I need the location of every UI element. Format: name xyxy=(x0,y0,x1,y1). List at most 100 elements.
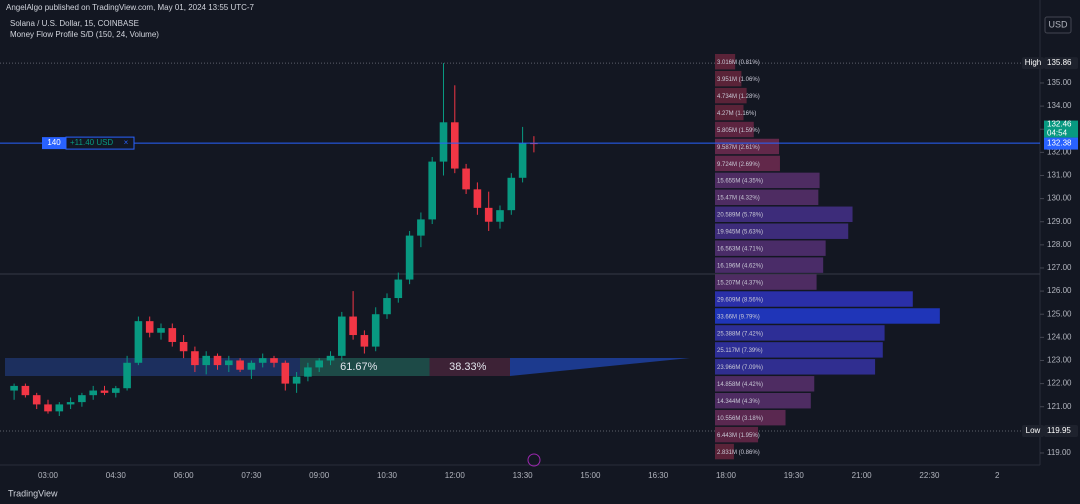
candle-body xyxy=(451,122,459,169)
candle-body xyxy=(100,390,109,393)
candle-body xyxy=(21,385,30,396)
position-qty-box xyxy=(42,137,66,150)
symbol: Solana / U.S. Dollar, 15, COINBASE xyxy=(10,19,139,28)
candle-body xyxy=(484,207,493,222)
x-tick-label: 03:00 xyxy=(38,471,59,480)
profile-label: 23.966M (7.09%) xyxy=(717,365,763,371)
x-tick-label: 21:00 xyxy=(852,471,873,480)
profile-label: 16.563M (4.71%) xyxy=(717,247,763,253)
candle-body xyxy=(496,210,504,222)
candle-body xyxy=(44,404,52,412)
candle-body xyxy=(112,388,120,393)
candle-body xyxy=(507,177,516,211)
profile-bar xyxy=(715,376,815,392)
profile-label: 33.66M (9.79%) xyxy=(717,314,760,320)
profile-label: 29.609M (8.56%) xyxy=(717,297,763,303)
profile-bar xyxy=(715,257,824,273)
x-tick-label: 12:00 xyxy=(445,471,466,480)
candle-body xyxy=(326,355,335,361)
profile-label: 2.831M (0.86%) xyxy=(717,450,760,456)
candle-body xyxy=(10,385,18,391)
candle-body xyxy=(213,355,222,366)
profile-label: 4.27M (1.16%) xyxy=(717,111,756,117)
y-tick-label: 122.00 xyxy=(1047,379,1072,388)
x-tick-label: 13:30 xyxy=(513,471,534,480)
candle-body xyxy=(225,360,233,366)
x-tick-label: 10:30 xyxy=(377,471,398,480)
sell-label: 38.33% xyxy=(449,361,487,373)
candle-body xyxy=(383,298,391,315)
marker-value: 135.86 xyxy=(1047,58,1072,67)
candle-body xyxy=(32,395,41,405)
y-tick-label: 127.00 xyxy=(1047,263,1072,272)
y-tick-label: 121.00 xyxy=(1047,402,1072,411)
y-tick-label: 124.00 xyxy=(1047,332,1072,341)
profile-label: 9.724M (2.69%) xyxy=(717,162,760,168)
profile-bar xyxy=(715,206,853,222)
profile-bar xyxy=(715,189,819,206)
candle-body xyxy=(258,358,267,363)
x-tick-label: 16:30 xyxy=(648,471,669,480)
profile-bar xyxy=(715,172,820,189)
event-icon[interactable] xyxy=(527,453,541,467)
profile-bar xyxy=(715,359,876,375)
candle-body xyxy=(179,341,188,352)
profile-bar xyxy=(715,443,734,460)
brand[interactable]: TradingView xyxy=(8,488,58,498)
marker-tag-box xyxy=(1022,425,1044,438)
candle-body xyxy=(270,358,278,363)
buy-label: 61.67% xyxy=(340,361,378,373)
candle-body xyxy=(462,168,470,190)
profile-bar xyxy=(715,342,883,358)
candle-body xyxy=(66,402,75,405)
candle-body xyxy=(55,404,64,412)
profile-bar xyxy=(715,393,811,409)
candle-body xyxy=(134,321,143,363)
x-tick-label: 19:30 xyxy=(784,471,805,480)
profile-bar xyxy=(715,325,885,341)
y-tick-label: 129.00 xyxy=(1047,217,1072,226)
countdown: 04:54 xyxy=(1047,129,1068,138)
last-price: 132.38 xyxy=(1047,139,1072,148)
y-tick-label: 134.00 xyxy=(1047,101,1072,110)
buy-segment xyxy=(300,358,430,376)
candle-body xyxy=(349,316,357,336)
x-tick-label: 06:00 xyxy=(174,471,195,480)
profile-bar xyxy=(715,409,786,426)
candle-body xyxy=(360,335,369,347)
marker-tag: Low xyxy=(1026,426,1041,435)
candle-body xyxy=(304,367,312,377)
currency-box[interactable] xyxy=(1044,16,1072,34)
publisher: AngelAlgo published on TradingView.com, … xyxy=(6,3,255,12)
sell-segment xyxy=(429,358,510,376)
candle-body xyxy=(518,143,527,178)
profile-label: 19.945M (5.63%) xyxy=(717,230,763,236)
y-tick-label: 126.00 xyxy=(1047,286,1072,295)
candle-body xyxy=(89,390,97,396)
candle-body xyxy=(417,219,425,236)
marker-value-box xyxy=(1044,425,1078,438)
marker-tag-box xyxy=(1022,57,1044,70)
x-tick-label: 2 xyxy=(995,471,1000,480)
indicator: Money Flow Profile S/D (150, 24, Volume) xyxy=(10,30,159,39)
prev-price-box xyxy=(1044,120,1078,138)
profile-label: 16.196M (4.62%) xyxy=(717,263,763,269)
y-tick-label: 125.00 xyxy=(1047,309,1072,318)
candle-body xyxy=(405,235,414,280)
candle-body xyxy=(123,362,131,389)
position-pnl: +11.40 USD xyxy=(70,138,113,147)
candle-body xyxy=(191,351,199,366)
profile-bar xyxy=(715,87,747,104)
currency[interactable]: USD xyxy=(1048,19,1068,29)
candle-body xyxy=(315,360,323,368)
band-tail xyxy=(510,358,690,376)
profile-label: 3.951M (1.06%) xyxy=(717,77,760,83)
candle-body xyxy=(157,328,165,333)
position-close[interactable]: × xyxy=(124,138,129,147)
profile-bar xyxy=(715,274,817,290)
profile-label: 3.016M (0.81%) xyxy=(717,60,760,66)
profile-bar xyxy=(715,240,826,256)
marker-value: 119.95 xyxy=(1047,426,1071,435)
